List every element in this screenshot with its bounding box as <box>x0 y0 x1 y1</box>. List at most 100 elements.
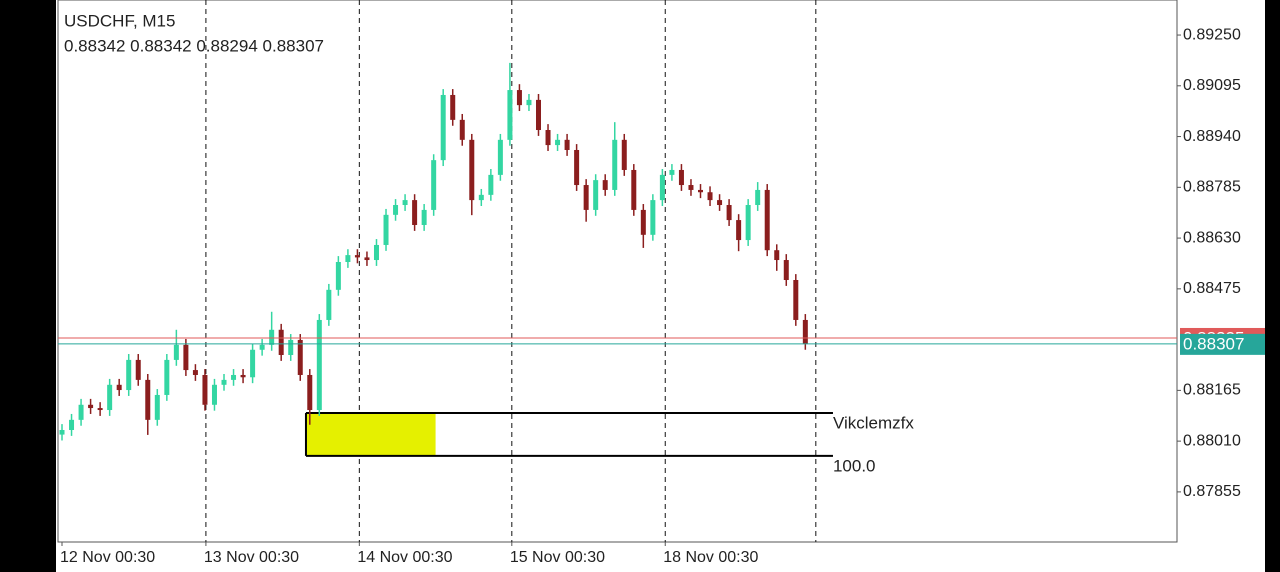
candle-body <box>116 384 122 391</box>
candle-body <box>535 99 541 131</box>
x-tick-label: 12 Nov 00:30 <box>60 549 155 566</box>
candle-body <box>469 139 475 201</box>
level-label: 100.0 <box>833 456 876 475</box>
y-tick-label: 0.88010 <box>1183 432 1241 449</box>
background <box>56 0 1265 572</box>
candle-body <box>59 429 65 435</box>
candle-body <box>373 244 379 261</box>
candle-body <box>231 374 237 380</box>
candle-body <box>593 180 599 210</box>
candle-body <box>240 374 246 378</box>
x-tick-label: 18 Nov 00:30 <box>663 549 758 566</box>
candle-body <box>488 174 494 195</box>
ohlc-subtitle: 0.88342 0.88342 0.88294 0.88307 <box>64 36 324 55</box>
candle-body <box>688 185 694 190</box>
y-tick-label: 0.89250 <box>1183 26 1241 43</box>
candle-body <box>650 200 656 235</box>
x-tick-label: 15 Nov 00:30 <box>510 549 605 566</box>
candle-body <box>659 174 665 201</box>
candle-body <box>269 329 275 345</box>
candle-body <box>154 394 160 420</box>
y-tick-label: 0.88940 <box>1183 128 1241 145</box>
candle-body <box>431 160 437 210</box>
candle-body <box>297 339 303 375</box>
candle-body <box>707 192 713 201</box>
candle-body <box>107 384 113 411</box>
candle-body <box>497 139 503 175</box>
y-tick-label: 0.88475 <box>1183 280 1241 297</box>
zone-box <box>306 412 436 456</box>
x-tick-label: 13 Nov 00:30 <box>204 549 299 566</box>
candle-body <box>478 194 484 201</box>
candle-body <box>393 205 399 215</box>
candle-body <box>88 404 94 409</box>
candle-body <box>345 255 351 262</box>
candle-body <box>450 94 456 120</box>
price-label-box <box>1180 333 1265 355</box>
candle-body <box>316 319 322 411</box>
candle-body <box>145 379 151 420</box>
candle-body <box>669 169 675 175</box>
candle-body <box>621 139 627 170</box>
candle-body <box>192 370 198 375</box>
candle-body <box>164 359 170 395</box>
candle-body <box>211 384 217 405</box>
candle-body <box>745 205 751 241</box>
candle-body <box>69 419 75 430</box>
candle-body <box>288 339 294 356</box>
y-tick-label: 0.88165 <box>1183 382 1241 399</box>
candle-body <box>564 139 570 150</box>
candle-body <box>602 180 608 190</box>
candle-body <box>631 169 637 210</box>
candle-body <box>202 374 208 405</box>
candle-body <box>555 139 561 146</box>
candle-body <box>516 90 522 106</box>
candle-body <box>640 209 646 235</box>
candle-body <box>307 374 313 411</box>
candle-body <box>698 189 704 193</box>
y-tick-label: 0.88630 <box>1183 229 1241 246</box>
candle-body <box>97 408 103 411</box>
y-tick-label: 0.88785 <box>1183 179 1241 196</box>
price-label: 0.88307 <box>1183 334 1244 353</box>
candle-body <box>173 344 179 360</box>
candle-body <box>459 119 465 140</box>
plot-frame <box>57 0 1178 543</box>
candle-body <box>440 94 446 161</box>
candle-body <box>545 130 551 146</box>
candle-body <box>793 280 799 320</box>
candle-body <box>583 185 589 210</box>
candle-body <box>326 289 332 320</box>
candle-body <box>78 404 84 420</box>
candle-body <box>412 200 418 225</box>
candle-body <box>383 214 389 245</box>
candle-body <box>526 99 532 106</box>
candle-body <box>717 200 723 206</box>
level-label: Vikclemzfx <box>833 413 914 432</box>
candle-body <box>755 189 761 206</box>
y-tick-label: 0.87855 <box>1183 483 1241 500</box>
candle-body <box>402 200 408 206</box>
candle-body <box>221 379 227 385</box>
candle-body <box>574 149 580 186</box>
candle-body <box>135 359 141 380</box>
candle-body <box>612 139 618 190</box>
candle-body <box>783 260 789 281</box>
candle-body <box>764 189 770 251</box>
chart-title: USDCHF, M15 <box>64 11 175 30</box>
candle-body <box>421 209 427 225</box>
candle-body <box>126 359 132 391</box>
candle-body <box>364 257 370 261</box>
candle-body <box>354 255 360 258</box>
candle-body <box>335 261 341 290</box>
y-tick-label: 0.89095 <box>1183 77 1241 94</box>
candle-body <box>726 205 732 221</box>
candle-body <box>259 344 265 350</box>
candle-body <box>678 169 684 186</box>
candle-body <box>507 90 513 140</box>
candle-body <box>183 344 189 371</box>
x-tick-label: 14 Nov 00:30 <box>357 549 452 566</box>
candle-body <box>736 220 742 241</box>
